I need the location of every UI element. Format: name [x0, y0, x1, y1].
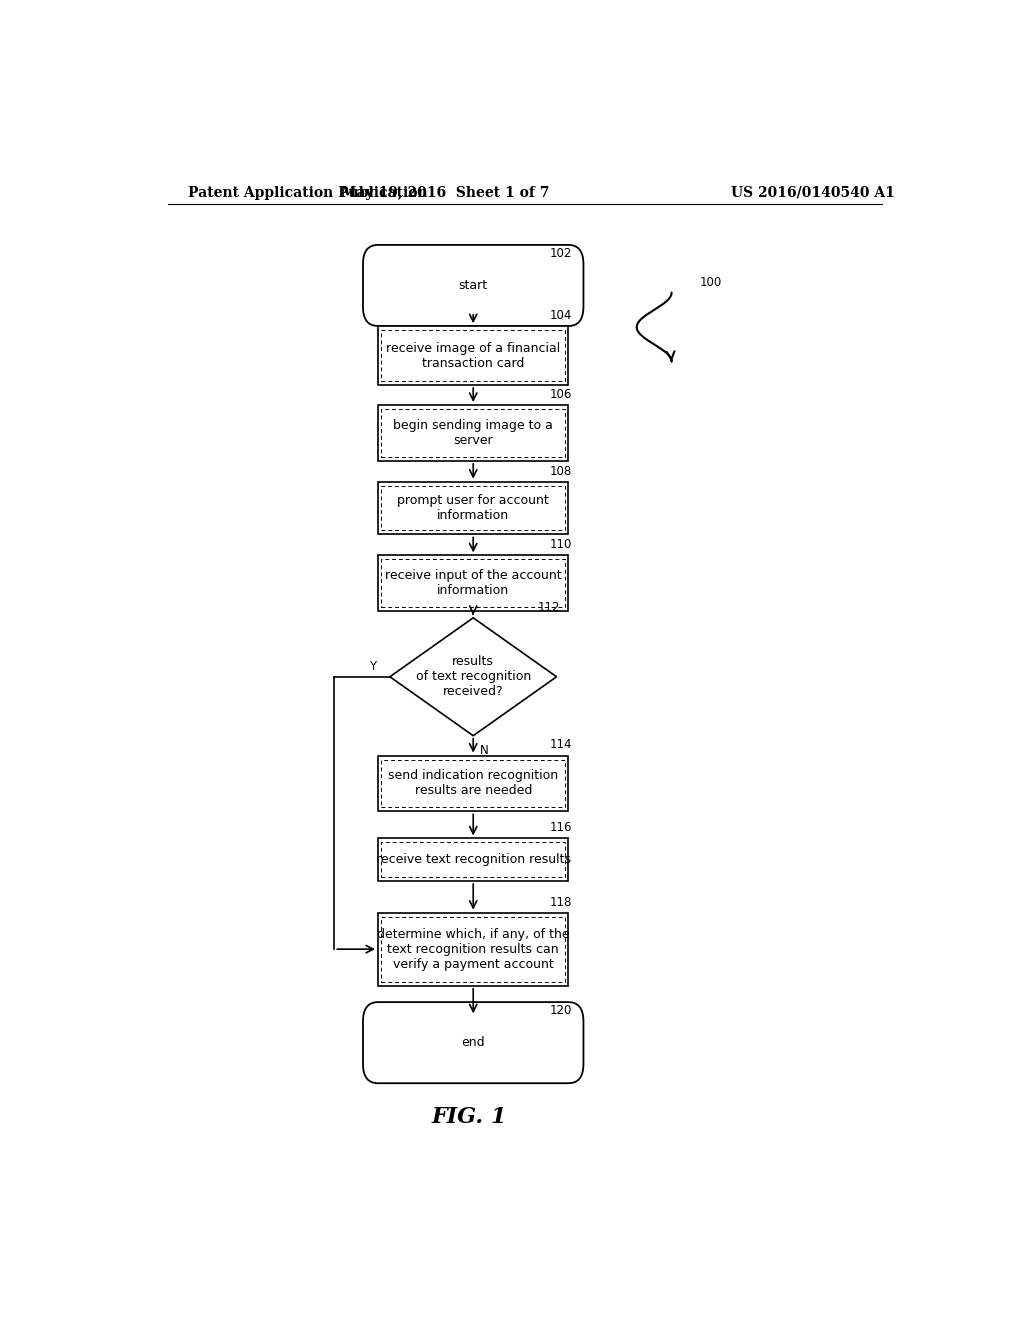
- Text: prompt user for account
information: prompt user for account information: [397, 494, 549, 521]
- Bar: [378, 405, 568, 461]
- Bar: [381, 916, 565, 982]
- Text: begin sending image to a
server: begin sending image to a server: [393, 418, 553, 447]
- Bar: [378, 482, 568, 535]
- Text: receive text recognition results: receive text recognition results: [376, 853, 570, 866]
- Text: end: end: [462, 1036, 485, 1049]
- Text: results
of text recognition
received?: results of text recognition received?: [416, 655, 530, 698]
- Bar: [381, 842, 565, 876]
- Text: 112: 112: [538, 601, 560, 614]
- Text: Y: Y: [369, 660, 376, 673]
- Text: 104: 104: [550, 309, 572, 322]
- FancyBboxPatch shape: [362, 246, 584, 326]
- Text: start: start: [459, 279, 487, 292]
- Text: 120: 120: [550, 1005, 572, 1018]
- Text: N: N: [479, 744, 488, 756]
- Text: 102: 102: [550, 247, 572, 260]
- Text: send indication recognition
results are needed: send indication recognition results are …: [388, 770, 558, 797]
- Text: 118: 118: [550, 895, 572, 908]
- Bar: [378, 838, 568, 880]
- Text: FIG. 1: FIG. 1: [431, 1106, 507, 1127]
- Bar: [381, 486, 565, 531]
- Bar: [381, 560, 565, 607]
- FancyBboxPatch shape: [362, 1002, 584, 1084]
- Text: determine which, if any, of the
text recognition results can
verify a payment ac: determine which, if any, of the text rec…: [377, 928, 569, 970]
- Text: US 2016/0140540 A1: US 2016/0140540 A1: [731, 186, 895, 199]
- Bar: [381, 409, 565, 457]
- Text: 100: 100: [699, 276, 722, 289]
- Bar: [378, 912, 568, 986]
- Text: receive input of the account
information: receive input of the account information: [385, 569, 561, 597]
- Text: receive image of a financial
transaction card: receive image of a financial transaction…: [386, 342, 560, 370]
- Text: 110: 110: [550, 539, 572, 552]
- Text: 108: 108: [550, 465, 572, 478]
- Bar: [381, 330, 565, 381]
- Text: Patent Application Publication: Patent Application Publication: [187, 186, 427, 199]
- Bar: [378, 755, 568, 812]
- Polygon shape: [390, 618, 557, 735]
- Bar: [381, 759, 565, 808]
- Text: May 19, 2016  Sheet 1 of 7: May 19, 2016 Sheet 1 of 7: [341, 186, 550, 199]
- Text: 114: 114: [550, 738, 572, 751]
- Text: 106: 106: [550, 388, 572, 401]
- Bar: [378, 326, 568, 385]
- Text: 116: 116: [550, 821, 572, 834]
- Bar: [378, 556, 568, 611]
